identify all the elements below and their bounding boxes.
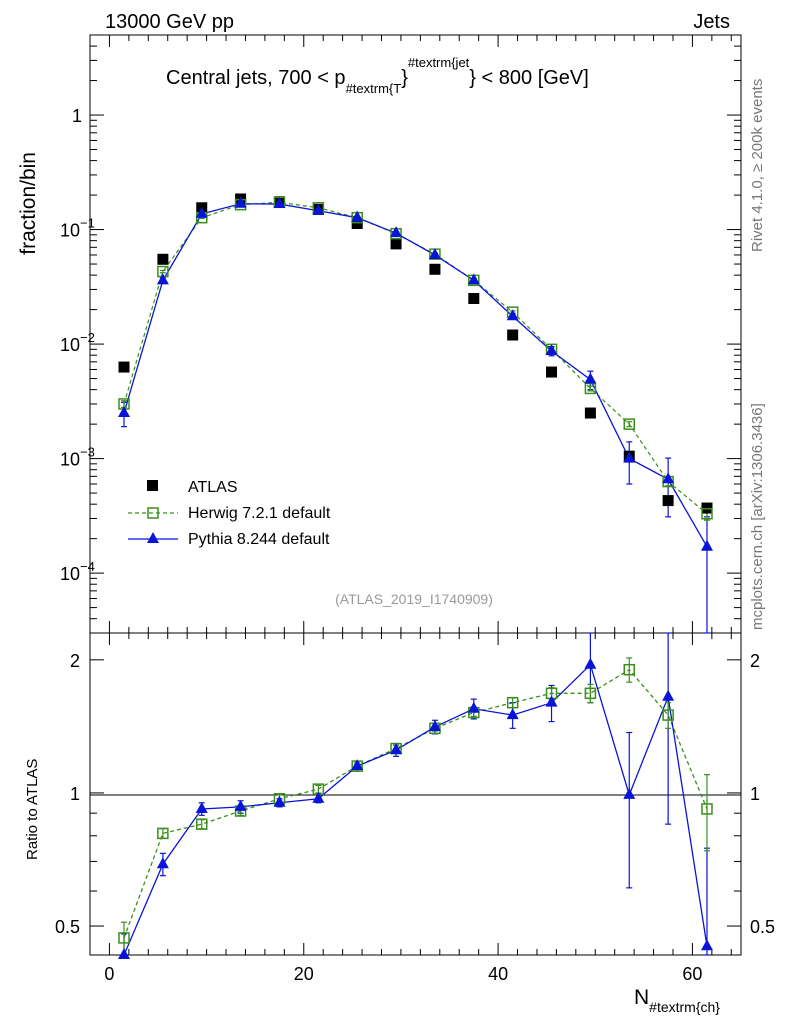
herwig-ratio-point <box>662 709 674 721</box>
pythia-ratio-point <box>584 657 597 669</box>
pythia-ratio-point <box>467 701 480 713</box>
y-main-tick-label: 10−4 <box>60 559 95 584</box>
y-ratio-tick-label-right: 0.5 <box>750 917 775 937</box>
atlas-point <box>507 329 519 341</box>
herwig-ratio-point <box>118 932 130 944</box>
y-ratio-tick-label-right: 1 <box>750 784 760 804</box>
atlas-point <box>662 495 674 507</box>
y-main-tick-label: 10−3 <box>60 445 95 470</box>
herwig-ratio-point <box>195 818 208 830</box>
pythia-ratio-point <box>700 939 713 951</box>
side-label-top: Rivet 4.1.0, ≥ 200k events <box>749 79 766 252</box>
pythia-point <box>467 273 480 285</box>
herwig-ratio-point <box>623 663 636 676</box>
herwig-ratio-point <box>157 827 169 840</box>
header-right: Jets <box>693 11 730 33</box>
legend-atlas-label: ATLAS <box>188 479 238 496</box>
pythia-ratio-point <box>506 708 519 720</box>
herwig-point <box>623 418 636 430</box>
legend-pythia-label: Pythia 8.244 default <box>188 531 330 548</box>
pythia-point <box>545 344 558 356</box>
ratio-plot-frame <box>89 632 742 956</box>
legend-herwig-label: Herwig 7.2.1 default <box>188 505 331 522</box>
y-ratio-tick-label-left: 1 <box>70 784 80 804</box>
analysis-tag: (ATLAS_2019_I1740909) <box>335 591 493 607</box>
y-main-tick-label: 10−2 <box>60 330 95 355</box>
pythia-point <box>623 451 636 463</box>
y-main-tick-labels: 10−4 10−3 10−2 10−1 1 <box>60 106 95 584</box>
y-ratio-tick-label-left: 2 <box>70 651 80 671</box>
side-label-bottom: mcplots.cern.ch [arXiv:1306.3436] <box>749 403 766 630</box>
pythia-ratio-point <box>623 787 636 799</box>
x-tick-label: 0 <box>104 964 114 984</box>
pythia-point <box>506 309 519 321</box>
pythia-point <box>312 203 325 215</box>
plot-title: Central jets, 700 < p#textrm{T}#textrm{j… <box>166 55 589 96</box>
pythia-ratio-point <box>312 791 325 803</box>
pythia-ratio-point <box>545 695 558 707</box>
herwig-point <box>701 507 713 520</box>
atlas-point <box>546 366 558 378</box>
atlas-point <box>157 253 169 265</box>
herwig-ratio-line <box>123 668 708 939</box>
y-ratio-tick-label-left: 0.5 <box>55 917 80 937</box>
y-main-tick-label: 10−1 <box>60 216 95 241</box>
pythia-point <box>351 210 364 222</box>
pythia-ratio-point <box>156 857 169 869</box>
y-main-tick-label: 1 <box>72 106 82 126</box>
legend-herwig-marker <box>147 507 159 519</box>
pythia-ratio-point <box>273 795 286 807</box>
atlas-point <box>584 407 596 419</box>
data-series <box>118 193 713 959</box>
pythia-ratio-point <box>662 689 675 701</box>
pythia-point <box>118 406 131 418</box>
pythia-ratio-line <box>123 663 708 956</box>
pythia-ratio-point <box>234 799 247 811</box>
header-left: 13000 GeV pp <box>105 11 234 33</box>
atlas-point <box>351 217 363 229</box>
herwig-ratio-point <box>584 687 597 700</box>
x-tick-label: 40 <box>488 964 508 984</box>
x-tick-label: 60 <box>682 964 702 984</box>
legend: ATLAS Herwig 7.2.1 default Pythia 8.244 … <box>128 479 331 548</box>
herwig-ratio-point <box>506 696 519 709</box>
pythia-point <box>584 372 597 384</box>
y-ratio-tick-labels: 0.5 0.5 1 1 2 2 <box>55 651 775 937</box>
y-axis-label-main: fraction/bin <box>17 152 40 255</box>
x-tick-label: 20 <box>294 964 314 984</box>
atlas-point <box>118 361 130 373</box>
herwig-point <box>584 382 597 395</box>
y-axis-label-ratio: Ratio to ATLAS <box>24 759 41 860</box>
pythia-ratio-point <box>195 801 208 813</box>
pythia-point <box>195 206 208 218</box>
pythia-line <box>123 203 708 548</box>
pythia-ratio-point <box>118 948 131 959</box>
atlas-point <box>390 238 402 250</box>
legend-pythia-marker <box>147 532 159 543</box>
herwig-line <box>123 201 708 515</box>
pythia-point <box>390 226 403 238</box>
pythia-point <box>662 472 675 484</box>
x-axis-label: N#textrm{ch} <box>634 986 720 1015</box>
x-tick-labels: 0 20 40 60 <box>104 964 702 984</box>
pythia-point <box>234 196 247 208</box>
atlas-point <box>468 293 480 305</box>
atlas-point <box>429 263 441 275</box>
pythia-ratio-point <box>390 743 403 755</box>
pythia-point <box>156 273 169 285</box>
legend-atlas-marker <box>147 480 158 491</box>
y-ratio-tick-label-right: 2 <box>750 651 760 671</box>
axis-ticks <box>90 34 741 955</box>
pythia-point <box>428 247 441 259</box>
pythia-point <box>273 197 286 209</box>
pythia-ratio-point <box>428 719 441 731</box>
pythia-point <box>700 539 713 551</box>
herwig-ratio-point <box>701 803 713 815</box>
pythia-ratio-point <box>351 759 364 771</box>
